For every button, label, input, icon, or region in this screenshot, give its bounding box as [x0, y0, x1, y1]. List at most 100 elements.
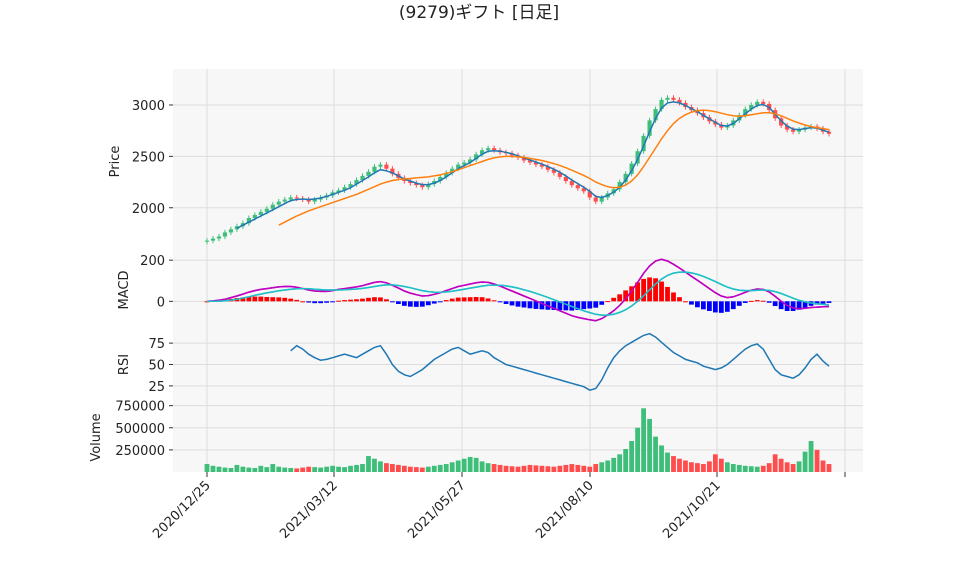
- macd-histogram-bar: [252, 296, 258, 302]
- volume-bar: [461, 458, 467, 472]
- candle-body: [342, 187, 347, 191]
- volume-bar: [730, 464, 736, 472]
- volume-bar: [473, 457, 479, 472]
- volume-bar: [503, 465, 509, 472]
- candle-body: [288, 197, 293, 200]
- volume-bar: [324, 466, 330, 472]
- candle-body: [306, 199, 311, 202]
- macd-histogram-bar: [766, 301, 772, 303]
- candle-body: [336, 190, 341, 193]
- candle-body: [551, 169, 556, 173]
- volume-bar: [240, 466, 246, 472]
- volume-bar: [300, 467, 306, 472]
- rsi-ytick-label: 75: [148, 337, 165, 352]
- candle-body: [456, 164, 461, 169]
- macd-histogram-bar: [390, 301, 395, 303]
- volume-bar: [617, 454, 623, 472]
- macd-histogram-bar: [689, 301, 694, 305]
- macd-histogram-bar: [425, 301, 431, 306]
- macd-histogram-bar: [557, 301, 563, 311]
- candle-body: [228, 229, 234, 233]
- volume-bar: [545, 466, 551, 472]
- macd-histogram-bar: [724, 301, 730, 312]
- candle-body: [665, 97, 670, 100]
- candle-body: [222, 232, 228, 237]
- candle-body: [408, 181, 413, 184]
- volume-bar: [695, 463, 700, 472]
- volume-bar: [407, 466, 413, 472]
- candle-body: [252, 214, 257, 219]
- macd-histogram-bar: [294, 299, 300, 302]
- macd-histogram-bar: [659, 281, 664, 302]
- macd-histogram-bar: [533, 301, 539, 309]
- volume-bar: [282, 467, 288, 472]
- macd-histogram-bar: [802, 301, 808, 308]
- macd-histogram-bar: [814, 301, 820, 305]
- candle-body: [611, 189, 616, 194]
- candle-body: [791, 129, 796, 132]
- volume-bar: [539, 465, 545, 472]
- volume-bar: [527, 464, 533, 472]
- macd-histogram-bar: [497, 301, 503, 303]
- macd-histogram-bar: [336, 300, 341, 302]
- macd-histogram-bar: [790, 301, 796, 311]
- candle-body: [246, 218, 251, 224]
- volume-bar: [593, 464, 599, 472]
- macd-histogram-bar: [539, 301, 545, 310]
- volume-bar: [413, 467, 419, 472]
- volume-bar: [336, 466, 341, 472]
- candle-body: [438, 176, 443, 182]
- volume-axis-label: Volume: [89, 413, 104, 461]
- macd-histogram-bar: [527, 301, 533, 309]
- rsi-rsi-line: [290, 332, 830, 392]
- macd-histogram-bar: [521, 301, 527, 308]
- volume-bar: [772, 454, 778, 472]
- macd-ytick-label: 0: [157, 295, 165, 310]
- macd-histogram-bar: [563, 301, 569, 311]
- macd-histogram-bar: [629, 286, 635, 302]
- volume-bar: [653, 436, 658, 472]
- macd-histogram-bar: [366, 297, 371, 302]
- volume-bar: [294, 468, 300, 472]
- volume-bar: [342, 467, 347, 472]
- xtick-label: 2021/08/10: [533, 478, 597, 542]
- volume-bar: [455, 460, 461, 472]
- candle-body: [617, 182, 622, 190]
- candle-body: [210, 238, 216, 241]
- price-ytick-label: 2500: [132, 150, 165, 165]
- macd-histogram-bar: [712, 301, 718, 313]
- macd-histogram-bar: [246, 296, 252, 302]
- volume-bar: [641, 408, 646, 472]
- volume-bar: [378, 461, 383, 472]
- macd-histogram-bar: [748, 300, 754, 302]
- volume-bar: [222, 467, 228, 472]
- candle-body: [581, 188, 586, 192]
- macd-histogram-bar: [677, 297, 682, 302]
- volume-bar: [605, 460, 611, 472]
- macd-histogram-bar: [467, 297, 473, 302]
- volume-bar: [754, 466, 760, 472]
- macd-histogram-bar: [288, 298, 294, 302]
- candle-body: [749, 104, 754, 110]
- macd-histogram-bar: [515, 301, 521, 307]
- volume-bar: [390, 464, 395, 472]
- volume-bar: [683, 460, 688, 472]
- macd-histogram-bar: [706, 301, 712, 311]
- rsi-ytick-label: 50: [148, 359, 165, 374]
- candle-body: [462, 162, 467, 165]
- candle-body: [797, 129, 802, 132]
- macd-histogram-bar: [419, 301, 425, 307]
- candle-body: [557, 172, 562, 177]
- macd-histogram-bar: [240, 297, 246, 302]
- macd-histogram-bar: [509, 301, 515, 306]
- macd-histogram-bar: [324, 301, 330, 303]
- volume-bar: [384, 463, 389, 472]
- candle-body: [641, 135, 646, 152]
- volume-bar: [796, 461, 802, 472]
- macd-histogram-bar: [641, 278, 646, 302]
- price-panel-bg: [173, 69, 863, 254]
- macd-histogram-bar: [701, 301, 706, 310]
- macd-histogram-bar: [312, 301, 318, 304]
- candle-body: [390, 168, 395, 174]
- volume-bar: [724, 462, 730, 472]
